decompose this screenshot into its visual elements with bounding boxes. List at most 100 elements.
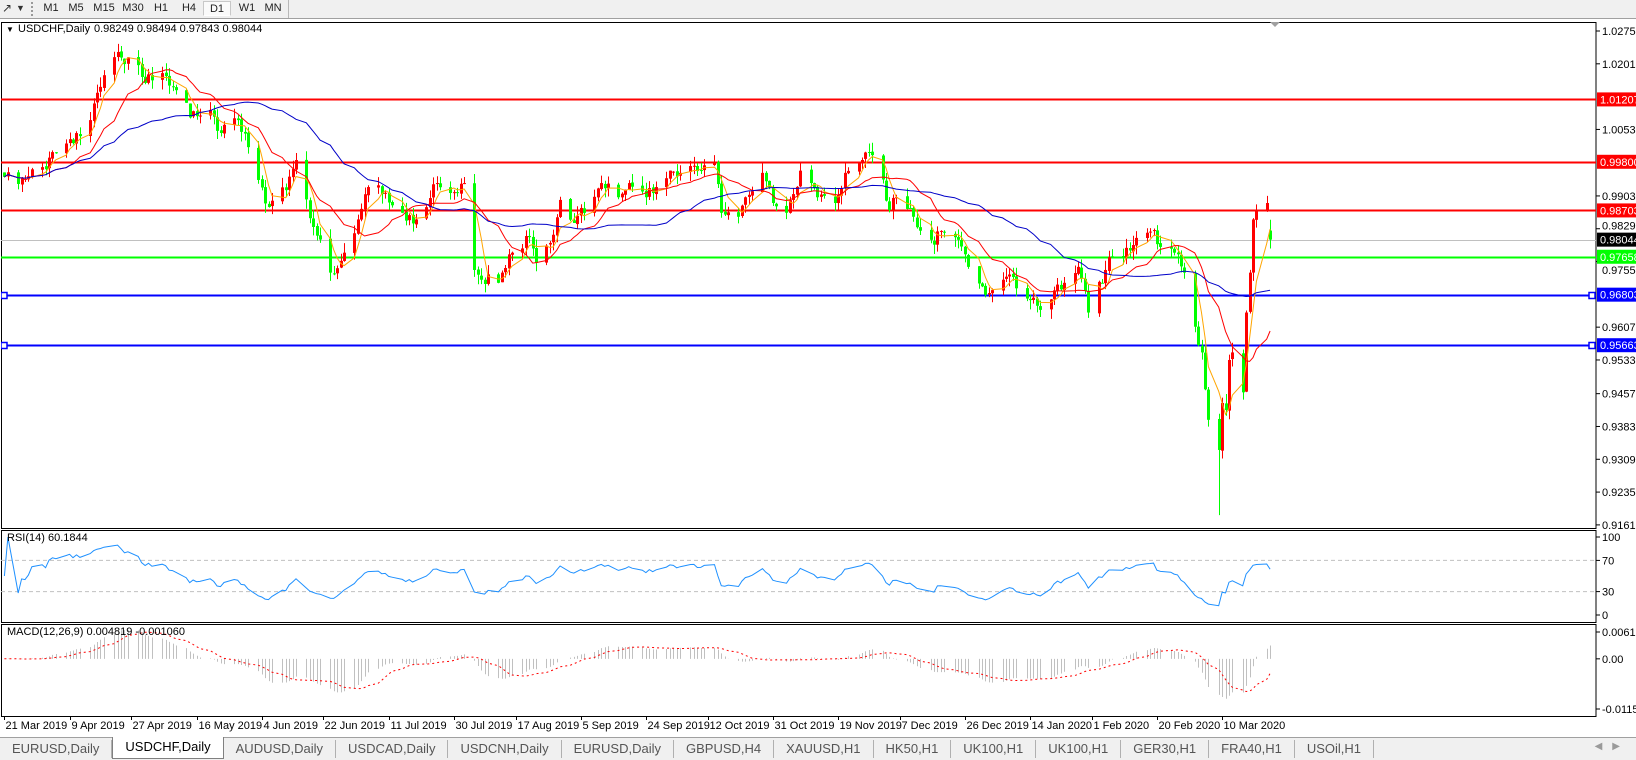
candle bbox=[799, 161, 802, 188]
candle bbox=[919, 218, 922, 236]
chart-tab[interactable]: HK50,H1 bbox=[874, 740, 952, 758]
candle-body bbox=[909, 207, 912, 209]
timeframe-m15-button[interactable]: M15 bbox=[93, 2, 115, 14]
candle-body bbox=[316, 226, 319, 236]
candle bbox=[367, 185, 370, 203]
candle-body bbox=[785, 205, 788, 213]
candle bbox=[720, 175, 723, 218]
chart-tab[interactable]: FRA40,H1 bbox=[1209, 740, 1295, 758]
candle-body bbox=[484, 279, 487, 285]
candle bbox=[765, 171, 768, 190]
level-handle[interactable] bbox=[1, 291, 8, 300]
candle-body bbox=[161, 73, 164, 80]
candle bbox=[353, 225, 356, 260]
timeframe-h4-button[interactable]: H4 bbox=[181, 2, 197, 14]
chart-tab[interactable]: EURUSD,Daily bbox=[0, 740, 113, 758]
candle-body bbox=[672, 171, 675, 173]
line-tool-icon[interactable]: ↗ bbox=[2, 1, 13, 15]
candle-body bbox=[353, 233, 356, 253]
candle bbox=[882, 154, 885, 184]
timeframe-m5-button[interactable]: M5 bbox=[68, 2, 84, 14]
candle bbox=[1177, 245, 1180, 264]
candle bbox=[583, 201, 586, 221]
candle-body bbox=[559, 199, 562, 217]
candle bbox=[89, 112, 92, 143]
candle-body bbox=[1015, 276, 1018, 289]
level-price-label-box bbox=[1597, 92, 1636, 107]
chart-symbol-title: USDCHF,Daily bbox=[18, 23, 91, 35]
candle-body bbox=[1183, 267, 1186, 273]
toolbar-grip[interactable] bbox=[31, 2, 35, 16]
timeframe-m30-button[interactable]: M30 bbox=[122, 2, 144, 14]
price-axis-label: 1.02750 bbox=[1602, 26, 1636, 38]
chart-tab[interactable]: XAUUSD,H1 bbox=[774, 740, 874, 758]
timeframe-m1-button[interactable]: M1 bbox=[43, 2, 59, 14]
chart-tab[interactable]: USDCNH,Daily bbox=[448, 740, 562, 758]
candle bbox=[1159, 235, 1162, 255]
candle-body bbox=[333, 273, 336, 275]
candle bbox=[268, 201, 271, 208]
chart-tab[interactable]: GER30,H1 bbox=[1121, 740, 1210, 758]
candle-body bbox=[669, 170, 672, 179]
candle bbox=[744, 196, 747, 213]
candle-body bbox=[295, 160, 298, 170]
chart-tab[interactable]: USOil,H1 bbox=[1295, 740, 1375, 758]
candle-body bbox=[552, 234, 555, 243]
candle bbox=[597, 187, 600, 202]
candle-body bbox=[693, 165, 696, 167]
level-handle[interactable] bbox=[1, 341, 8, 350]
candle-body bbox=[1122, 256, 1125, 258]
time-axis-label: 12 Oct 2019 bbox=[710, 720, 770, 732]
timeframe-w1-button[interactable]: W1 bbox=[238, 2, 256, 14]
candle-body bbox=[147, 74, 150, 83]
candle bbox=[652, 184, 655, 201]
collapse-triangle-icon[interactable]: ▼ bbox=[6, 25, 14, 34]
chart-tab[interactable]: GBPUSD,H4 bbox=[674, 740, 775, 758]
chevron-down-icon[interactable]: ▼ bbox=[16, 3, 25, 13]
timeframe-mn-button[interactable]: MN bbox=[264, 2, 282, 14]
candle-body bbox=[504, 267, 507, 273]
chart-tab[interactable]: USDCAD,Daily bbox=[336, 740, 449, 758]
candle bbox=[292, 160, 295, 182]
chart-tab[interactable]: EURUSD,Daily bbox=[562, 740, 674, 758]
candle bbox=[724, 202, 727, 217]
candle bbox=[1111, 249, 1114, 258]
time-axis-label: 14 Jan 2020 bbox=[1032, 720, 1093, 732]
candle bbox=[1173, 247, 1176, 256]
level-handle[interactable] bbox=[1588, 291, 1596, 300]
candle-body bbox=[175, 87, 178, 91]
candle bbox=[244, 127, 247, 141]
time-axis-label: 10 Mar 2020 bbox=[1224, 720, 1286, 732]
candle-body bbox=[1026, 288, 1029, 299]
tab-scroll-arrows[interactable]: ◀▶ bbox=[1594, 741, 1630, 752]
candle bbox=[261, 175, 264, 191]
timeframe-h1-button[interactable]: H1 bbox=[153, 2, 169, 14]
candle-body bbox=[288, 176, 291, 190]
candle-body bbox=[1204, 352, 1207, 390]
candle bbox=[449, 181, 452, 200]
candle bbox=[1012, 267, 1015, 281]
candle bbox=[576, 206, 579, 230]
timeframe-d1-button[interactable]: D1 bbox=[203, 1, 231, 16]
chart-tab[interactable]: UK100,H1 bbox=[951, 740, 1037, 758]
candle-body bbox=[24, 178, 27, 180]
candle-body bbox=[810, 169, 813, 184]
candle bbox=[655, 181, 658, 200]
candle bbox=[1077, 261, 1080, 276]
chart-tabs: EURUSD,Daily USDCHF,Daily AUDUSD,Daily USDC… bbox=[0, 736, 1636, 760]
candle bbox=[27, 166, 30, 182]
chart-tab[interactable]: USDCHF,Daily bbox=[112, 736, 224, 759]
candle bbox=[175, 84, 178, 95]
candle bbox=[868, 143, 871, 157]
chart-tab[interactable]: AUDUSD,Daily bbox=[224, 740, 337, 758]
candle bbox=[172, 80, 175, 92]
candle-body bbox=[1005, 276, 1008, 279]
level-handle[interactable] bbox=[1588, 341, 1596, 350]
chart-tab[interactable]: UK100,H1 bbox=[1036, 740, 1122, 758]
candle bbox=[343, 243, 346, 262]
candle-body bbox=[367, 187, 370, 196]
candle-body bbox=[223, 124, 226, 134]
candle bbox=[75, 131, 78, 150]
